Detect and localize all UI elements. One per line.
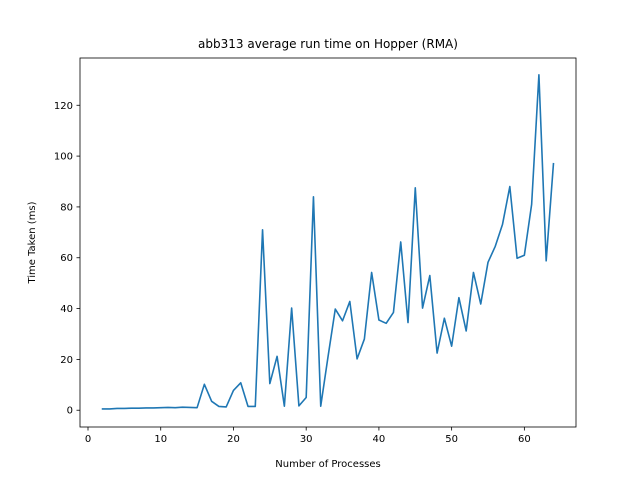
y-axis: 0 20 40 60 80 100 120 <box>54 101 80 417</box>
y-tick-label: 100 <box>54 152 73 163</box>
chart-title: abb313 average run time on Hopper (RMA) <box>198 37 458 51</box>
y-tick-label: 120 <box>54 101 73 112</box>
y-tick-label: 80 <box>60 202 73 213</box>
y-axis-label: Time Taken (ms) <box>27 201 38 284</box>
y-tick-label: 0 <box>67 406 73 417</box>
plot-area <box>79 57 577 428</box>
y-tick-label: 60 <box>60 253 73 264</box>
x-tick-label: 50 <box>445 434 458 445</box>
series-line <box>101 73 555 410</box>
x-tick-label: 20 <box>227 434 240 445</box>
x-axis-label: Number of Processes <box>275 459 380 470</box>
axes-frame <box>79 57 577 428</box>
y-tick-label: 40 <box>60 304 73 315</box>
x-tick-label: 0 <box>85 434 91 445</box>
x-tick-label: 10 <box>154 434 167 445</box>
y-tick-label: 20 <box>60 355 73 366</box>
x-tick-label: 60 <box>518 434 531 445</box>
x-tick-label: 40 <box>373 434 386 445</box>
x-axis: 0 10 20 30 40 50 60 <box>85 427 531 445</box>
x-tick-label: 30 <box>300 434 313 445</box>
